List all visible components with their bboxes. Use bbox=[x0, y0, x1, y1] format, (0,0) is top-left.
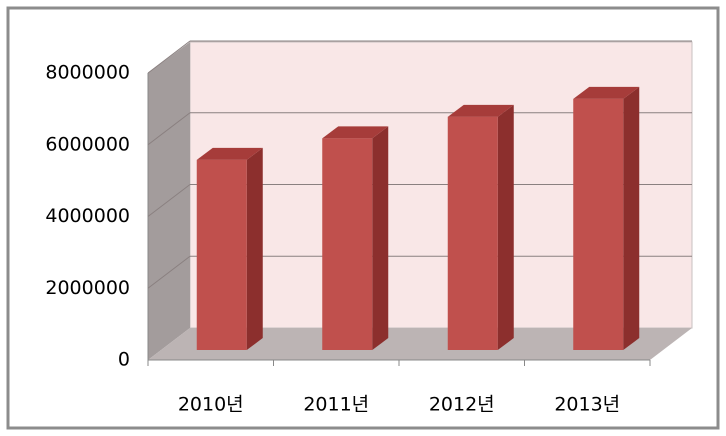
bar-top bbox=[447, 104, 514, 117]
bar-top bbox=[196, 147, 263, 160]
bar-side bbox=[497, 104, 514, 350]
grid-line bbox=[147, 112, 191, 146]
grid-line bbox=[147, 255, 191, 289]
bar-top bbox=[322, 126, 389, 139]
x-tick-label: 2011년 bbox=[303, 394, 369, 416]
y-tick-label: 0 bbox=[118, 349, 130, 371]
y-tick-label: 2000000 bbox=[45, 277, 130, 299]
floor bbox=[148, 328, 692, 360]
bar bbox=[322, 138, 373, 350]
x-tick-label: 2010년 bbox=[178, 394, 244, 416]
x-tick-label: 2013년 bbox=[554, 394, 620, 416]
y-tick-label: 8000000 bbox=[45, 62, 130, 84]
bar bbox=[447, 116, 498, 350]
bar-side bbox=[372, 126, 389, 351]
bar bbox=[196, 159, 247, 350]
y-tick-label: 6000000 bbox=[45, 133, 130, 155]
bar-top bbox=[573, 86, 640, 99]
bar-side bbox=[623, 86, 640, 350]
bar-side bbox=[246, 147, 263, 350]
grid-line bbox=[147, 40, 191, 74]
y-tick-label: 4000000 bbox=[45, 205, 130, 227]
grid-line bbox=[147, 184, 191, 217]
x-tick-label: 2012년 bbox=[429, 394, 495, 416]
bar bbox=[573, 98, 624, 350]
